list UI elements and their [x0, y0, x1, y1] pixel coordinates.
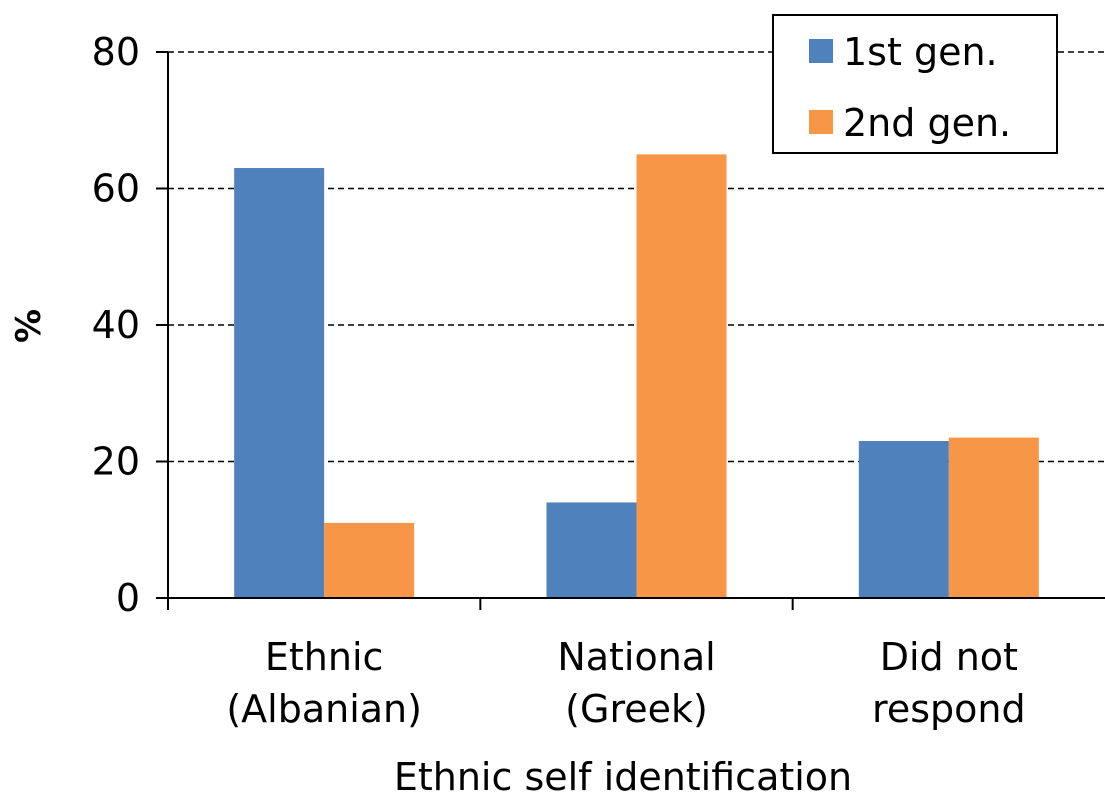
x-axis-title: Ethnic self identification [394, 755, 852, 799]
legend-label-1st-gen: 1st gen. [843, 30, 998, 74]
legend-label-2nd-gen: 2nd gen. [843, 101, 1011, 145]
y-tick-label: 60 [92, 167, 140, 211]
y-tick-label: 80 [92, 30, 140, 74]
x-category-label: Did not [880, 635, 1018, 679]
bar-2nd-gen-1 [636, 154, 727, 598]
y-axis-title: % [9, 309, 49, 343]
y-tick-label: 0 [116, 576, 140, 620]
y-tick-label: 20 [92, 440, 140, 484]
legend: 1st gen. 2nd gen. [772, 14, 1058, 154]
x-category-label: (Greek) [565, 687, 708, 731]
bar-2nd-gen-0 [324, 522, 415, 598]
x-category-label: respond [872, 687, 1026, 731]
x-category-label: Ethnic [265, 635, 384, 679]
bars [234, 154, 1039, 598]
bar-1st-gen-1 [546, 502, 637, 598]
x-category-label: National [557, 635, 715, 679]
bar-1st-gen-2 [858, 441, 949, 598]
axes: 0 20 40 60 80 Ethnic (Albanian) National (Greek)… [92, 30, 1105, 731]
bar-1st-gen-0 [234, 168, 325, 598]
y-tick-label: 40 [92, 303, 140, 347]
x-category-label: (Albanian) [226, 687, 422, 731]
legend-swatch-2nd-gen [809, 110, 833, 134]
bar-2nd-gen-2 [948, 437, 1039, 598]
legend-swatch-1st-gen [809, 39, 833, 63]
